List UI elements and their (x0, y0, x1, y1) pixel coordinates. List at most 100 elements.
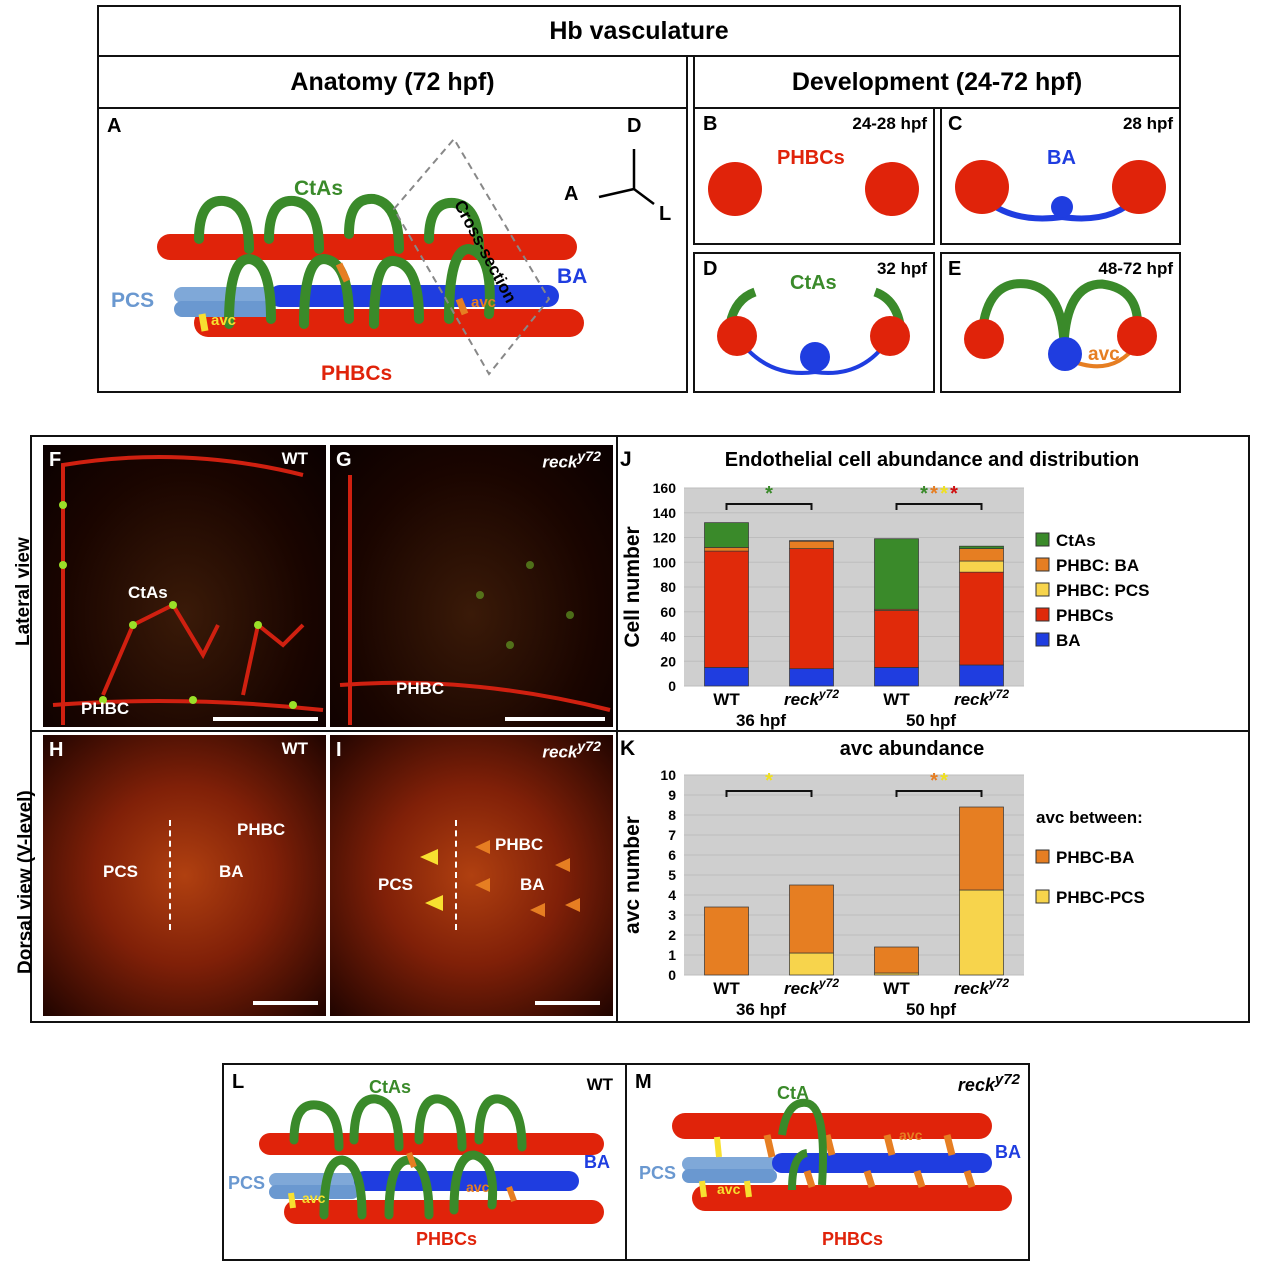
reck-model-diagram (672, 1098, 1012, 1211)
ba-diagram (955, 160, 1166, 222)
legend-label: PHBC-PCS (1056, 888, 1145, 907)
y-tick-label: 0 (668, 678, 676, 694)
y-axis-label: avc number (621, 816, 644, 934)
y-tick-label: 140 (653, 505, 677, 521)
timepoint-label: 32 hpf (876, 259, 927, 278)
genotype-label: WT (586, 1075, 613, 1094)
ctas-label: CtAs (790, 272, 837, 294)
arrowhead-markers (420, 840, 580, 917)
y-tick-label: 0 (668, 967, 676, 983)
significance-star: * (920, 483, 928, 505)
pcs-label: PCS (111, 289, 155, 312)
genotype-superscript: y72 (577, 739, 601, 755)
phbcs-label: PHBCs (777, 147, 845, 169)
dorsal-view-label: Dorsal view (V-level) (15, 790, 36, 974)
phbc-label: PHBC (396, 679, 445, 698)
results-panel (30, 435, 1250, 1023)
genotype-label: WT (281, 739, 308, 758)
y-tick-label: 2 (668, 927, 676, 943)
x-tick-superscript: y72 (988, 687, 1009, 701)
bar-segment-ba (789, 668, 834, 687)
legend-label: PHBC: BA (1056, 556, 1139, 575)
panel-m: M recky72 CtA BA PCS avc avc PHBCs (625, 1063, 1030, 1261)
x-tick-label: WT (883, 979, 910, 998)
legend-swatch (1035, 582, 1050, 597)
y-tick-label: 120 (653, 530, 677, 546)
ba-label: BA (584, 1152, 610, 1172)
ctas-arches (194, 193, 495, 329)
figure-title: Hb vasculature (97, 5, 1181, 57)
pcs-vessel (174, 287, 274, 303)
significance-star: * (930, 770, 938, 792)
x-tick-label: recky72 (954, 687, 1009, 709)
micrograph-f: F WT CtAs PHBC (43, 445, 326, 727)
x-tick-label: recky72 (954, 976, 1009, 998)
x-tick-superscript: y72 (818, 687, 839, 701)
timepoint-label: 24-28 hpf (852, 114, 927, 133)
y-tick-label: 160 (653, 480, 677, 496)
bar-segment-phbcs (704, 550, 749, 668)
panel-letter: K (620, 737, 635, 760)
panel-d: D 32 hpf CtAs (693, 252, 935, 393)
bar-segment-phbc-ba (959, 548, 1004, 562)
genotype-label: reck (957, 1075, 995, 1095)
bar-segment-phbc-ba (789, 884, 834, 954)
panel-letter: D (703, 258, 718, 280)
significance-bracket (895, 790, 983, 797)
legend-swatch (1035, 532, 1050, 547)
x-group-label: 50 hpf (906, 1000, 956, 1019)
y-tick-label: 60 (660, 604, 676, 620)
scale-bar (213, 717, 318, 721)
timepoint-label: 28 hpf (1122, 114, 1173, 133)
x-tick-superscript: y72 (818, 976, 839, 990)
avc-label: avc (1088, 344, 1120, 365)
panel-letter: C (948, 113, 963, 135)
panel-e: E 48-72 hpf avc (940, 252, 1181, 393)
ctas-diagram (717, 287, 910, 375)
phbcs-label: PHBCs (321, 362, 393, 385)
bar-segment-ba (704, 667, 749, 687)
panel-letter: F (49, 449, 62, 471)
avc-label: avc (717, 1181, 741, 1197)
y-tick-label: 4 (668, 887, 676, 903)
axis-d-label: D (627, 115, 642, 137)
legend-title: avc between: (1036, 808, 1143, 827)
ba-label: BA (520, 875, 545, 894)
panel-letter: G (336, 449, 352, 471)
panel-letter: I (336, 739, 342, 761)
y-tick-label: 1 (668, 947, 676, 963)
significance-star: * (765, 483, 773, 505)
phbc-label: PHBC (81, 699, 130, 718)
y-tick-label: 8 (668, 807, 676, 823)
legend-label: CtAs (1056, 531, 1096, 550)
y-axis-label: Cell number (621, 526, 644, 647)
significance-bracket (725, 503, 813, 510)
x-tick-label: WT (713, 979, 740, 998)
phbcs-label: PHBCs (416, 1229, 478, 1249)
legend-label: PHBC-BA (1056, 848, 1134, 867)
anatomy-header-text: Anatomy (72 hpf) (290, 67, 495, 96)
genotype-superscript: y72 (994, 1071, 1020, 1088)
cta-label: CtA (777, 1083, 809, 1103)
phbc-back-vessel (157, 234, 577, 260)
significance-bracket (895, 503, 983, 510)
axis-a-label: A (564, 183, 579, 205)
cross-section-outline (392, 137, 551, 376)
x-tick-label: recky72 (784, 976, 839, 998)
panel-letter: A (107, 115, 122, 137)
vasculature-3d-diagram (157, 137, 655, 376)
bar-segment-phbc-ba (789, 540, 834, 549)
avc-label: avc (466, 1179, 490, 1195)
bar-segment-phbc-ba (874, 946, 919, 974)
legend-swatch (1035, 849, 1050, 864)
legend-swatch (1035, 632, 1050, 647)
avc-label: avc (211, 312, 237, 329)
ba-label: BA (1047, 147, 1076, 169)
bar-segment-ba (874, 667, 919, 687)
bar-segment-phbc-ba (959, 806, 1004, 891)
panel-a: A CtAs BA PCS avc avc PHBCs Cross-sectio… (97, 107, 688, 393)
wt-model-diagram (259, 1094, 604, 1224)
chart-j: J Endothelial cell abundance and distribu… (620, 448, 1150, 730)
chart-title: Endothelial cell abundance and distribut… (725, 449, 1139, 471)
